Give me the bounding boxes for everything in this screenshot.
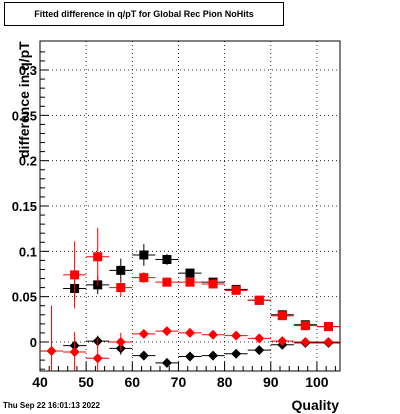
x-tick-label: 50 [78,374,94,390]
data-point-square [162,254,172,264]
y-tick-label: 0.15 [12,199,37,214]
x-tick-label: 60 [125,374,141,390]
y-tick-label: 0.2 [19,154,37,169]
data-point-diamond [231,348,242,359]
x-tick-label: 90 [263,374,279,390]
data-point-square [323,322,333,332]
x-tick-label: 80 [217,374,233,390]
y-tick-label: 0.05 [12,290,37,305]
y-tick-label: 0.25 [12,108,37,123]
data-point-square [185,277,195,287]
data-point-diamond [208,329,219,340]
y-tick-label: 0.3 [19,63,37,78]
x-tick-label: 100 [305,374,329,390]
data-point-diamond [46,346,57,357]
data-point-square [300,321,310,331]
data-point-diamond [161,357,172,368]
data-point-diamond [300,336,311,347]
data-point-square [208,279,218,289]
x-tick-label: 70 [171,374,187,390]
y-tick-label: 0.1 [19,244,37,259]
data-point-diamond [254,345,265,356]
data-point-diamond [323,336,334,347]
data-point-square [70,270,80,280]
timestamp-label: Thu Sep 22 16:01:13 2022 [3,401,100,410]
y-tick-label: 0 [30,335,37,350]
data-point-diamond [231,330,242,341]
data-point-diamond [115,336,126,347]
data-point-square [116,265,126,275]
data-point-diamond [185,351,195,362]
data-point-square [277,311,287,321]
data-point-square [254,295,264,305]
data-point-diamond [92,353,103,364]
data-point-diamond [254,333,265,344]
data-point-diamond [138,350,149,361]
x-axis-label: Quality [291,397,339,413]
data-point-square [139,250,149,260]
data-point-diamond [69,346,80,357]
data-point-diamond [161,326,172,337]
data-point-diamond [138,328,149,339]
data-point-diamond [208,350,219,361]
data-point-diamond [277,336,288,347]
data-point-square [162,277,172,287]
x-tick-label: 40 [32,374,48,390]
chart-title: Fitted difference in q/pT for Global Rec… [4,2,284,26]
data-point-diamond [185,327,195,338]
data-point-square [231,285,241,295]
data-point-square [185,268,195,278]
data-point-square [139,273,149,283]
data-point-square [93,252,103,262]
y-axis-label: difference in q/pT [16,41,32,158]
data-point-square [116,283,126,293]
